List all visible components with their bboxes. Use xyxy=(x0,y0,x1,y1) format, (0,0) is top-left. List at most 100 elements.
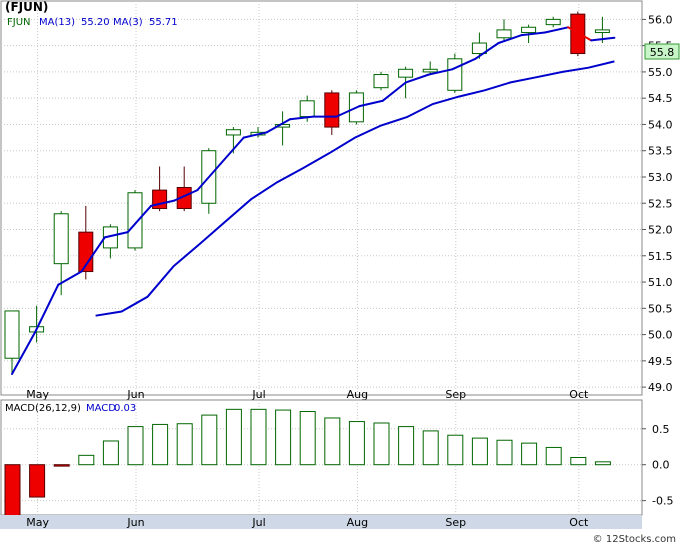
candle-body xyxy=(373,74,389,89)
macd-bar xyxy=(102,440,119,466)
ma3-segment xyxy=(497,34,523,44)
price-panel xyxy=(0,0,643,396)
y-tick-label: 54.0 xyxy=(648,118,673,131)
ma3-segment xyxy=(289,115,315,121)
macd-bar xyxy=(53,464,70,467)
x-tick-label: Jul xyxy=(251,516,265,529)
y-tick-label: 56.0 xyxy=(648,13,673,26)
legend-ticker: FJUN xyxy=(7,17,31,28)
ma13-path xyxy=(95,60,615,317)
y-tick-label: 49.0 xyxy=(648,381,673,394)
last-price-label: 55.8 xyxy=(650,46,675,59)
ma3-segment xyxy=(567,26,593,42)
macd-bar xyxy=(373,422,390,466)
y-tick-label: 53.5 xyxy=(648,145,673,158)
x-tick-label: May xyxy=(26,516,49,529)
candle-body xyxy=(496,29,512,39)
macd-value: 0.03 xyxy=(114,403,136,414)
ma3-segment xyxy=(543,26,570,34)
last-price-box xyxy=(644,43,680,60)
macd-bar xyxy=(127,426,144,466)
ma3-segment xyxy=(173,189,199,202)
y-tick-label: -0.5 xyxy=(652,495,673,508)
ma3-segment xyxy=(590,36,616,42)
ma3-segment xyxy=(404,73,430,84)
y-tick-label: 52.0 xyxy=(648,224,673,237)
x-tick-label: Sep xyxy=(445,516,466,529)
ma3-segment xyxy=(428,68,454,76)
candle-body xyxy=(299,100,315,118)
ma3-segment xyxy=(219,136,245,165)
x-tick-label: Jun xyxy=(126,516,144,529)
macd-bar xyxy=(29,464,46,498)
footer: © 12Stocks.com xyxy=(593,534,676,545)
macd-bar xyxy=(299,411,316,466)
ma3-segment xyxy=(11,331,37,375)
price-y-axis: 49.0 49.5 50.0 50.5 51.0 51.5 52.0 52.5 53.0 53.5… xyxy=(642,13,673,394)
ma3-segment xyxy=(126,204,152,234)
candle-body xyxy=(127,192,143,249)
y-tick-label: 53.0 xyxy=(648,171,673,184)
macd-bar xyxy=(570,457,587,466)
macd-bar xyxy=(471,437,488,466)
macd-bar xyxy=(201,414,218,466)
macd-bar xyxy=(398,426,415,466)
candle-body xyxy=(324,92,340,128)
macd-bar xyxy=(225,408,242,466)
candle-body xyxy=(521,26,537,34)
macd-x-axis: May Jun Jul Aug Sep Oct xyxy=(26,516,589,529)
ma3-segment xyxy=(150,199,176,207)
legend-ma3-label: MA(3) xyxy=(113,17,143,28)
ma3-segment xyxy=(265,118,291,134)
macd-bar xyxy=(152,423,169,466)
ma3-segment xyxy=(103,231,129,239)
macd-bar xyxy=(545,446,562,466)
candle-body xyxy=(102,226,118,249)
ma3-segment xyxy=(80,236,106,273)
ma3-segment xyxy=(358,99,384,108)
y-tick-label: 55.0 xyxy=(648,66,673,79)
ma3-segment xyxy=(34,283,60,333)
macd-bar xyxy=(176,423,193,466)
ma13-line xyxy=(95,60,615,317)
bottom-axis-strip xyxy=(0,515,642,529)
candle-body xyxy=(471,42,487,55)
ma3-line xyxy=(11,26,616,375)
x-tick-label: Jun xyxy=(126,388,144,401)
ma3-segment xyxy=(196,162,222,192)
macd-bar xyxy=(594,461,611,466)
x-tick-label: May xyxy=(26,388,49,401)
candle-body xyxy=(4,310,20,359)
ma3-segment xyxy=(474,42,500,60)
macd-bar xyxy=(447,434,464,466)
ma3-segment xyxy=(520,31,546,37)
macd-bar xyxy=(422,430,439,466)
macd-title: MACD(26,12,9) xyxy=(5,403,81,414)
x-tick-label: Oct xyxy=(569,516,589,529)
macd-label: MACD xyxy=(86,403,116,414)
candle-body xyxy=(398,68,414,78)
macd-bars xyxy=(4,408,611,517)
x-tick-label: Jul xyxy=(251,388,265,401)
x-tick-label: Aug xyxy=(347,388,368,401)
macd-bar xyxy=(521,442,538,466)
macd-bar xyxy=(78,454,95,466)
macd-bar xyxy=(348,421,365,466)
macd-bar xyxy=(496,439,513,466)
candle-body xyxy=(53,213,69,265)
y-tick-label: 51.0 xyxy=(648,276,673,289)
chart-title: (FJUN) xyxy=(5,0,48,14)
x-tick-label: Sep xyxy=(445,388,466,401)
y-tick-label: 52.5 xyxy=(648,197,673,210)
y-tick-label: 50.0 xyxy=(648,329,673,342)
macd-bar xyxy=(324,417,341,466)
y-tick-label: 0.5 xyxy=(652,423,670,436)
y-tick-label: 49.5 xyxy=(648,355,673,368)
macd-bar xyxy=(4,464,21,517)
candle-body xyxy=(422,68,438,73)
legend-ma13-label: MA(13) xyxy=(39,17,75,28)
legend-ma13-value: 55.20 xyxy=(81,17,110,28)
macd-y-axis: 0.5 0.0 -0.5 xyxy=(642,423,673,508)
x-tick-label: Oct xyxy=(569,388,589,401)
macd-bar xyxy=(250,408,267,466)
